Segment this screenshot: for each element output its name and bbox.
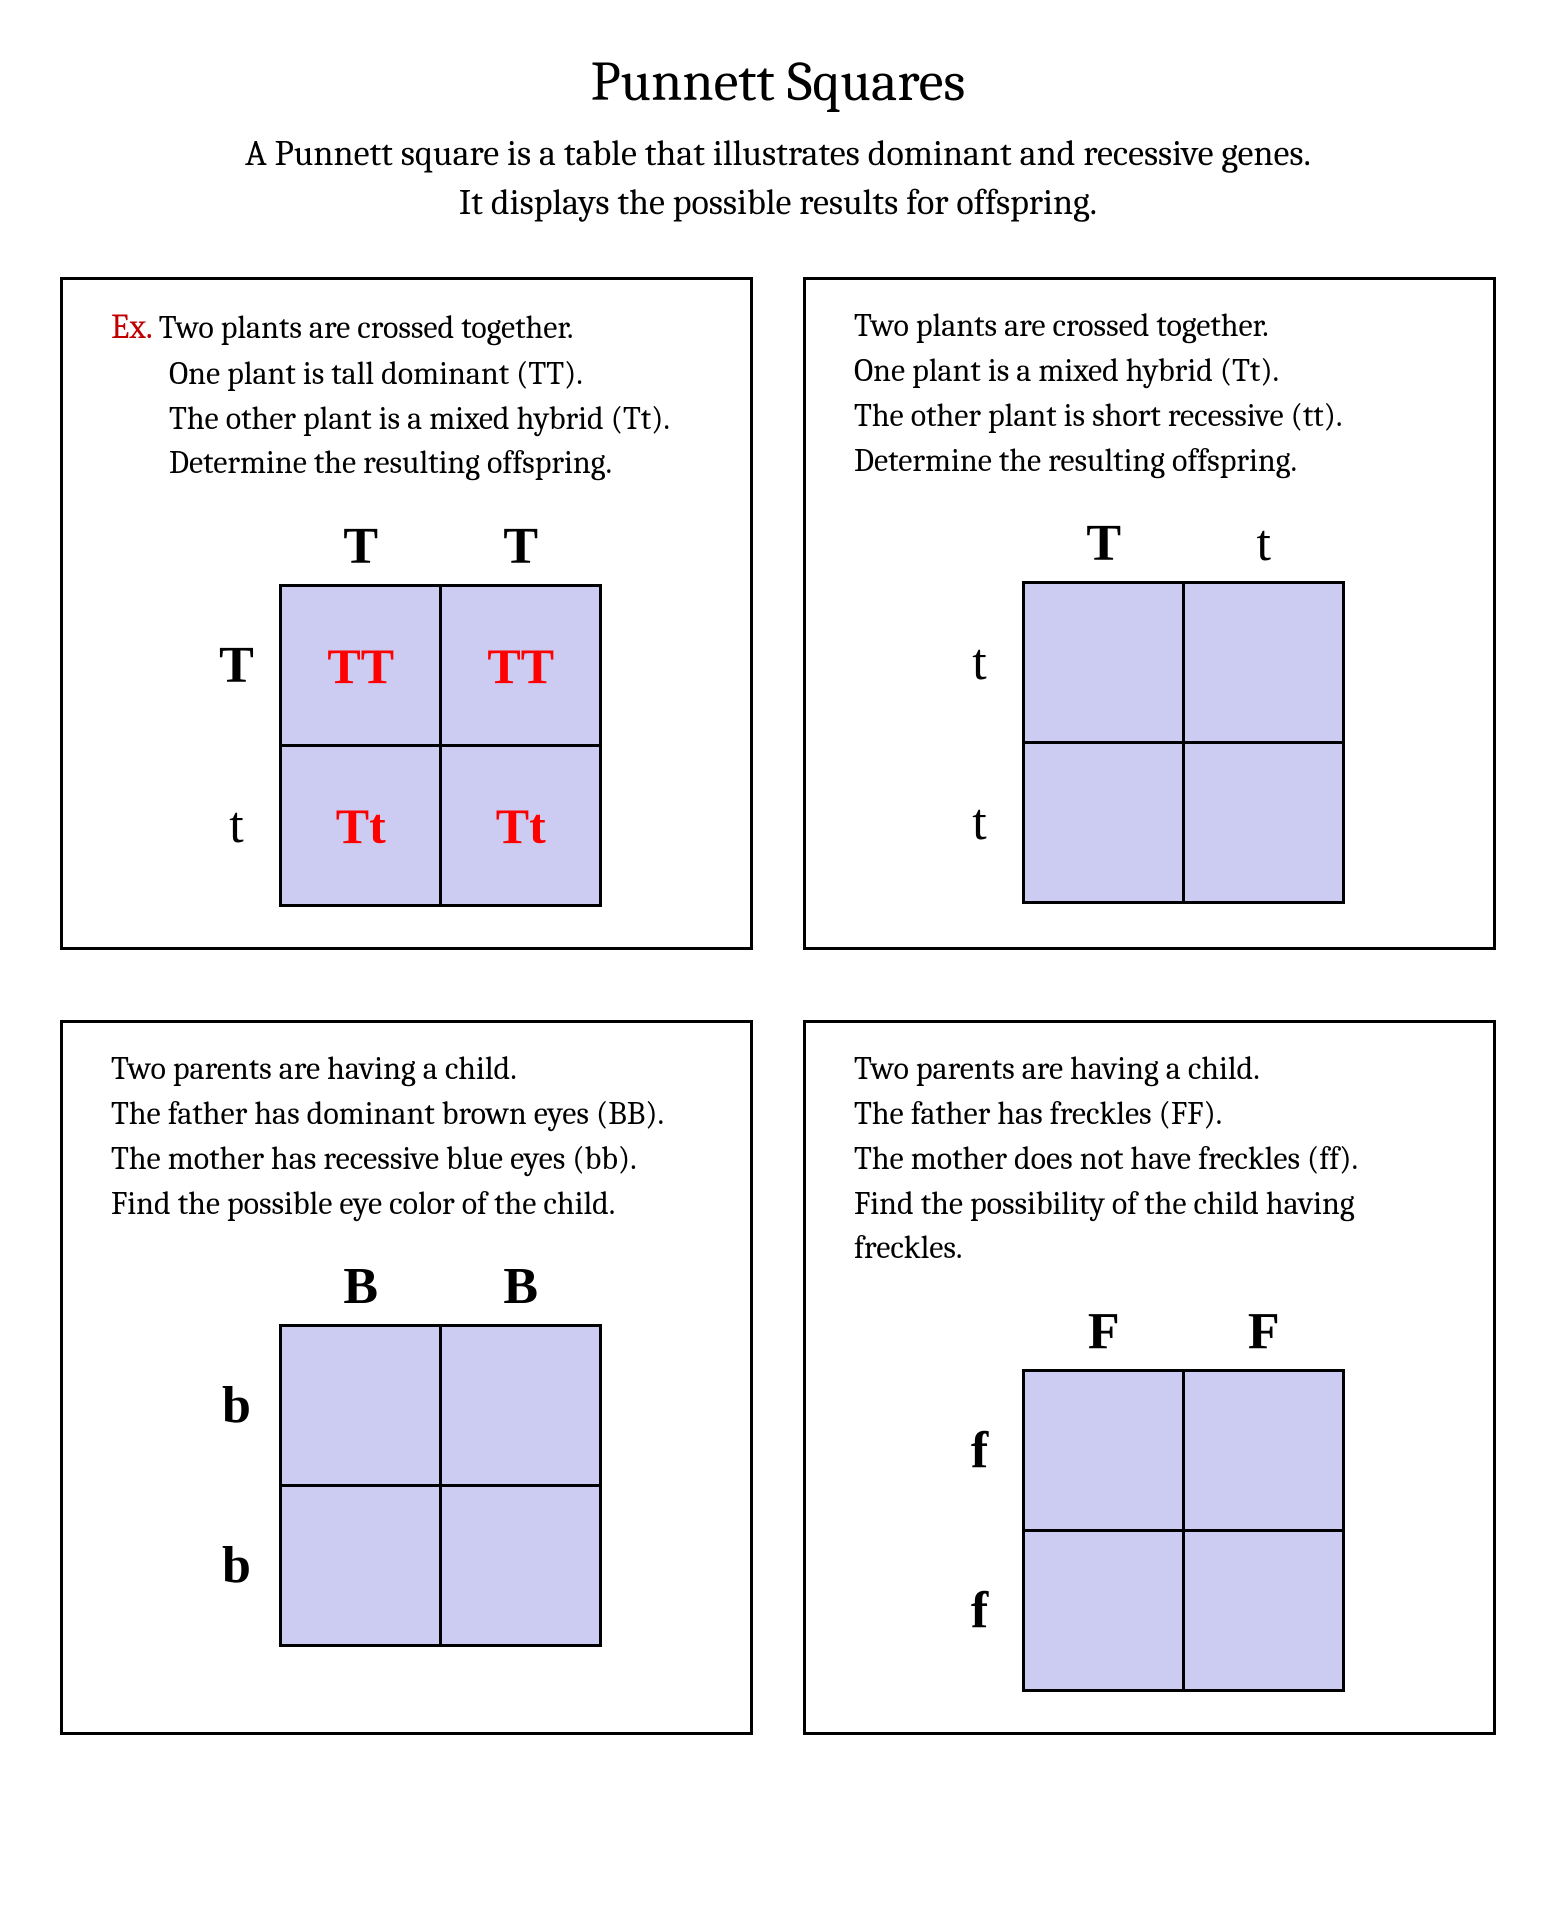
punnett-cell bbox=[1024, 743, 1184, 903]
punnett-square: F F f f bbox=[834, 1301, 1465, 1692]
allele-top: F bbox=[1024, 1301, 1184, 1371]
prompt-line: Two plants are crossed together. bbox=[159, 309, 574, 346]
allele-left: b bbox=[211, 1486, 281, 1646]
prompt-line: Two plants are crossed together. bbox=[854, 307, 1269, 344]
allele-left: t bbox=[211, 746, 281, 906]
allele-left: f bbox=[954, 1371, 1024, 1531]
subtitle-line-2: It displays the possible results for off… bbox=[459, 182, 1097, 223]
prompt-line: The other plant is short recessive (tt). bbox=[854, 397, 1342, 434]
punnett-cell bbox=[281, 1486, 441, 1646]
prompt-line: One plant is tall dominant (TT). bbox=[169, 355, 583, 392]
punnett-cell bbox=[1024, 1371, 1184, 1531]
punnett-square: T T T TT TT t Tt Tt bbox=[91, 516, 722, 907]
prompt-line: The mother has recessive blue eyes (bb). bbox=[111, 1140, 637, 1177]
allele-top: T bbox=[281, 516, 441, 586]
prompt-line: The father has dominant brown eyes (BB). bbox=[111, 1095, 664, 1132]
page-title: Punnett Squares bbox=[60, 50, 1496, 114]
allele-left: t bbox=[954, 743, 1024, 903]
punnett-cell bbox=[441, 1486, 601, 1646]
allele-left: b bbox=[211, 1326, 281, 1486]
problem-panel: Ex.Two plants are crossed together. One … bbox=[60, 277, 753, 950]
punnett-square: T t t t bbox=[834, 513, 1465, 904]
prompt-line: The mother does not have freckles (ff). bbox=[854, 1140, 1358, 1177]
subtitle-line-1: A Punnett square is a table that illustr… bbox=[245, 133, 1311, 174]
punnett-cell bbox=[1024, 583, 1184, 743]
punnett-cell bbox=[1184, 1531, 1344, 1691]
prompt-line: The other plant is a mixed hybrid (Tt). bbox=[169, 400, 670, 437]
punnett-cell bbox=[1184, 743, 1344, 903]
prompt-line: One plant is a mixed hybrid (Tt). bbox=[854, 352, 1279, 389]
prompt-line: The father has freckles (FF). bbox=[854, 1095, 1222, 1132]
allele-left: t bbox=[954, 583, 1024, 743]
allele-top: T bbox=[1024, 513, 1184, 583]
allele-top: F bbox=[1184, 1301, 1344, 1371]
punnett-cell bbox=[281, 1326, 441, 1486]
punnett-cell bbox=[1024, 1531, 1184, 1691]
prompt-line: Find the possible eye color of the child… bbox=[111, 1185, 615, 1222]
punnett-square: B B b b bbox=[91, 1256, 722, 1647]
allele-top: t bbox=[1184, 513, 1344, 583]
worksheet-page: Punnett Squares A Punnett square is a ta… bbox=[0, 0, 1556, 1795]
allele-top: B bbox=[441, 1256, 601, 1326]
problem-prompt: Two plants are crossed together. One pla… bbox=[834, 304, 1465, 483]
allele-left: T bbox=[211, 586, 281, 746]
prompt-line: Find the possibility of the child having… bbox=[854, 1185, 1355, 1267]
problem-panel: Two plants are crossed together. One pla… bbox=[803, 277, 1496, 950]
prompt-line: Two parents are having a child. bbox=[854, 1050, 1260, 1087]
problem-panel: Two parents are having a child. The fath… bbox=[60, 1020, 753, 1735]
allele-top: B bbox=[281, 1256, 441, 1326]
prompt-line: Determine the resulting offspring. bbox=[854, 442, 1297, 479]
allele-left: f bbox=[954, 1531, 1024, 1691]
punnett-cell: TT bbox=[441, 586, 601, 746]
punnett-cell bbox=[441, 1326, 601, 1486]
problem-prompt: Two parents are having a child. The fath… bbox=[91, 1047, 722, 1226]
punnett-cell: TT bbox=[281, 586, 441, 746]
punnett-cell bbox=[1184, 1371, 1344, 1531]
prompt-line: Two parents are having a child. bbox=[111, 1050, 517, 1087]
prompt-line: Determine the resulting offspring. bbox=[169, 444, 612, 481]
problem-panel: Two parents are having a child. The fath… bbox=[803, 1020, 1496, 1735]
problem-prompt: Ex.Two plants are crossed together. One … bbox=[91, 304, 722, 486]
allele-top: T bbox=[441, 516, 601, 586]
punnett-cell: Tt bbox=[441, 746, 601, 906]
problem-prompt: Two parents are having a child. The fath… bbox=[834, 1047, 1465, 1271]
punnett-cell bbox=[1184, 583, 1344, 743]
page-subtitle: A Punnett square is a table that illustr… bbox=[60, 130, 1496, 227]
example-label: Ex. bbox=[111, 307, 153, 347]
punnett-cell: Tt bbox=[281, 746, 441, 906]
panels-grid: Ex.Two plants are crossed together. One … bbox=[60, 277, 1496, 1735]
